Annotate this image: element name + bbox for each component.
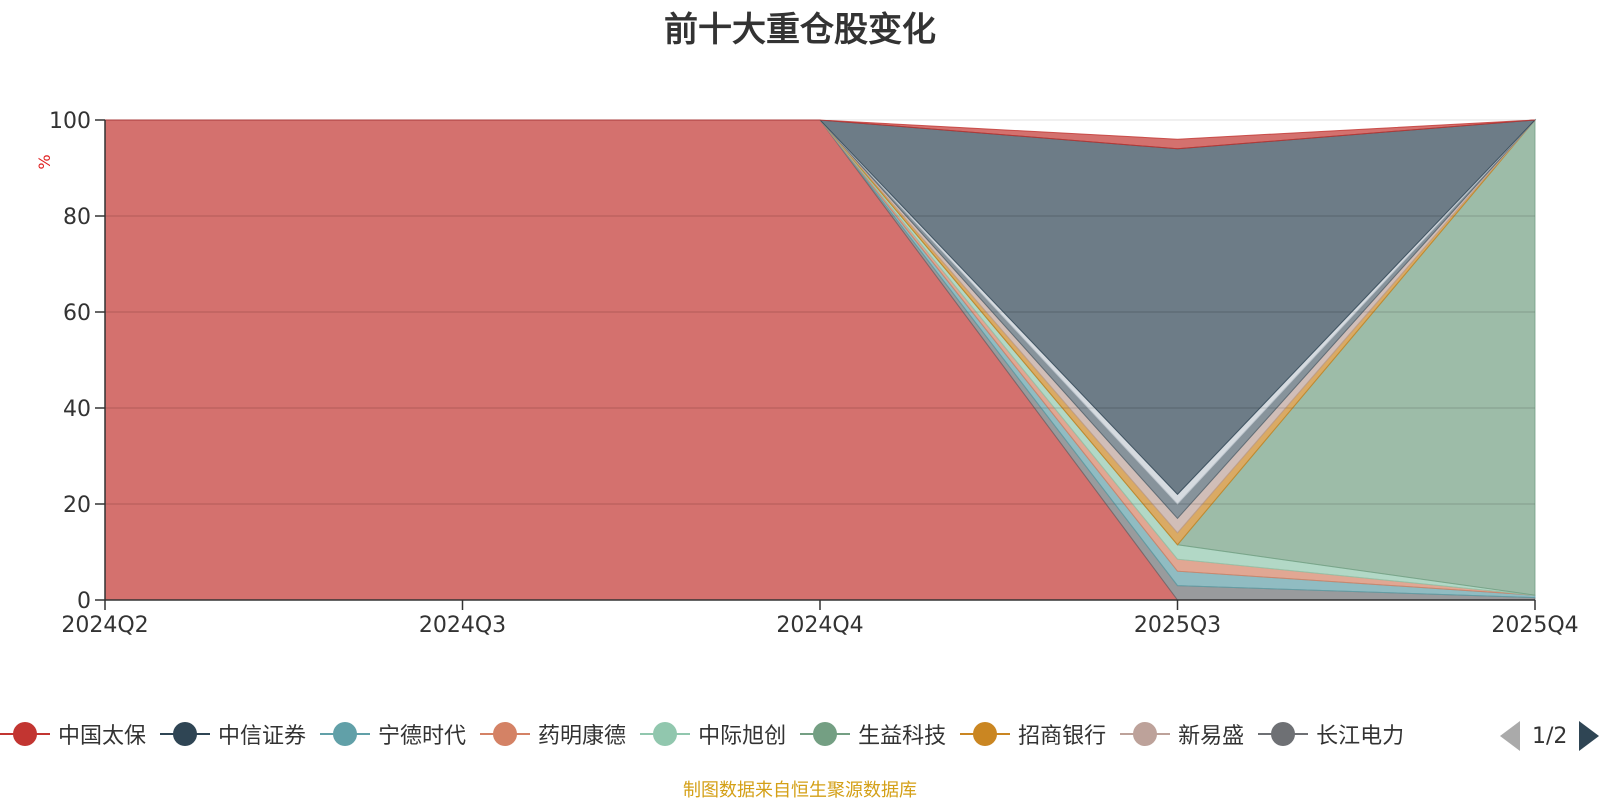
legend-swatch-icon	[1120, 722, 1171, 746]
x-tick-label: 2025Q4	[1491, 613, 1578, 638]
legend-item[interactable]: 长江电力	[1258, 712, 1404, 756]
legend: 中国太保 中信证券 宁德时代 药明康德 中际旭创 生益科技 招商银行 新易盛 长江电力	[0, 712, 1480, 756]
y-tick-label: 20	[63, 493, 91, 518]
legend-label: 生益科技	[858, 724, 947, 749]
legend-swatch-icon	[800, 722, 851, 746]
legend-label: 宁德时代	[378, 724, 467, 749]
legend-swatch-icon	[640, 722, 691, 746]
y-tick-label: 80	[63, 205, 91, 230]
x-tick-label: 2024Q4	[776, 613, 863, 638]
y-tick-label: 60	[63, 301, 91, 326]
legend-swatch-icon	[320, 722, 371, 746]
legend-item[interactable]: 中际旭创	[640, 712, 786, 756]
legend-label: 中信证券	[218, 724, 307, 749]
y-axis-label: %	[35, 154, 54, 169]
legend-swatch-icon	[160, 722, 211, 746]
legend-label: 中国太保	[58, 724, 147, 749]
legend-item[interactable]: 生益科技	[800, 712, 946, 756]
legend-item[interactable]: 药明康德	[480, 712, 626, 756]
y-tick-label: 0	[77, 589, 91, 614]
legend-item[interactable]: 新易盛	[1120, 712, 1244, 756]
y-tick-label: 100	[49, 109, 91, 134]
legend-prev-page-icon[interactable]	[1500, 721, 1520, 751]
x-tick-label: 2025Q3	[1134, 613, 1221, 638]
legend-label: 新易盛	[1178, 724, 1245, 749]
source-note: 制图数据来自恒生聚源数据库	[683, 780, 917, 801]
axes: 0 20 40 60 80 100 2024Q2 2024Q3 2024Q4 2025Q3 2025…	[35, 109, 1579, 638]
legend-label: 招商银行	[1018, 724, 1107, 749]
legend-label: 中际旭创	[698, 724, 787, 749]
legend-swatch-icon	[960, 722, 1011, 746]
x-tick-label: 2024Q2	[61, 613, 148, 638]
y-tick-label: 40	[63, 397, 91, 422]
legend-item[interactable]: 中国太保	[0, 712, 146, 756]
legend-item[interactable]: 宁德时代	[320, 712, 466, 756]
legend-next-page-icon[interactable]	[1579, 721, 1600, 751]
legend-item[interactable]: 中信证券	[160, 712, 306, 756]
legend-page-indicator: 1/2	[1532, 723, 1568, 749]
chart-title: 前十大重仓股变化	[664, 10, 936, 50]
legend-swatch-icon	[480, 722, 531, 746]
legend-item[interactable]: 招商银行	[960, 712, 1106, 756]
legend-pager: 1/2	[1500, 716, 1600, 756]
legend-swatch-icon	[0, 722, 50, 746]
legend-label: 长江电力	[1316, 724, 1405, 749]
legend-label: 药明康德	[538, 724, 627, 749]
area-其他C	[105, 119, 1536, 150]
x-tick-label: 2024Q3	[419, 613, 506, 638]
area-series	[104, 118, 1537, 601]
legend-swatch-icon	[1258, 722, 1309, 746]
